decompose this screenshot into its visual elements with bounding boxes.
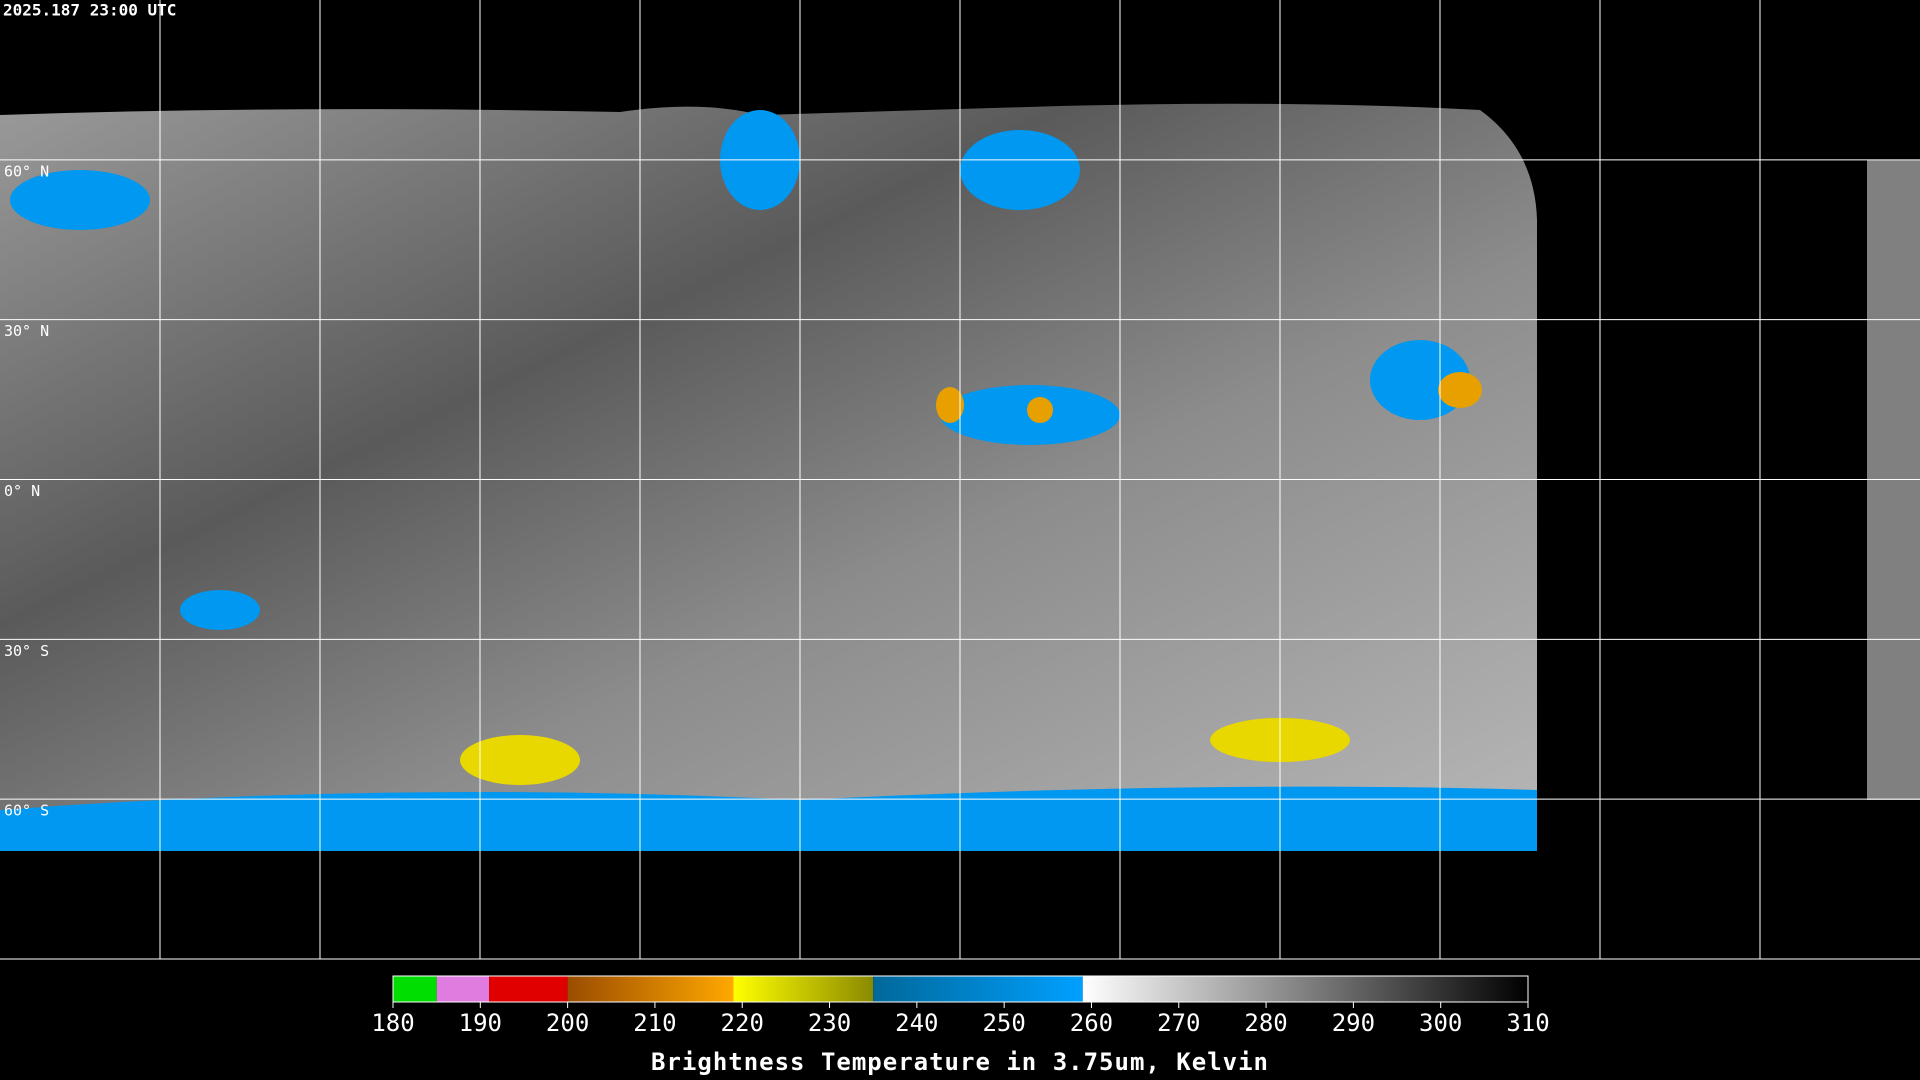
colorbar-tick-label: 220 bbox=[721, 1009, 764, 1037]
cloud-band bbox=[0, 786, 1537, 851]
cloud-core bbox=[460, 735, 580, 785]
lat-label: 30° S bbox=[4, 642, 49, 660]
colorbar: 180 190 200 210 220 230 240 250 260 270 280 290 300 3… bbox=[371, 975, 1550, 1037]
colorbar-tick-label: 300 bbox=[1419, 1009, 1462, 1037]
colorbar-tick-label: 280 bbox=[1244, 1009, 1287, 1037]
cloud-area bbox=[960, 130, 1080, 210]
colorbar-tick-label: 250 bbox=[982, 1009, 1025, 1037]
lat-label: 60° S bbox=[4, 802, 49, 820]
lat-label: 60° N bbox=[4, 162, 49, 180]
imagery-swath bbox=[0, 103, 1537, 851]
lat-label: 0° N bbox=[4, 482, 40, 500]
cloud-area bbox=[180, 590, 260, 630]
cloud-core bbox=[1438, 372, 1482, 408]
colorbar-title: Brightness Temperature in 3.75um, Kelvin bbox=[651, 1048, 1269, 1076]
colorbar-segment bbox=[436, 976, 490, 1002]
colorbar-tick-label: 260 bbox=[1070, 1009, 1113, 1037]
colorbar-tick-label: 210 bbox=[633, 1009, 676, 1037]
colorbar-tick-label: 290 bbox=[1332, 1009, 1375, 1037]
cloud-core bbox=[936, 387, 964, 423]
colorbar-tick-label: 200 bbox=[546, 1009, 589, 1037]
graticule: 60° N 30° N 0° N 30° S 60° S bbox=[0, 0, 1920, 960]
colorbar-tick-label: 270 bbox=[1157, 1009, 1200, 1037]
colorbar-segment bbox=[567, 976, 734, 1002]
cloud-area bbox=[10, 170, 150, 230]
cloud-core bbox=[1027, 397, 1053, 423]
colorbar-tick-label: 180 bbox=[371, 1009, 414, 1037]
colorbar-tick-label: 230 bbox=[808, 1009, 851, 1037]
colorbar-segment bbox=[393, 976, 437, 1002]
colorbar-frame bbox=[392, 975, 1529, 1003]
colorbar-tick-label: 240 bbox=[895, 1009, 938, 1037]
colorbar-segment bbox=[733, 976, 874, 1002]
colorbar-tick-label: 310 bbox=[1506, 1009, 1549, 1037]
colorbar-segment bbox=[873, 976, 1083, 1002]
lat-label: 30° N bbox=[4, 322, 49, 340]
colorbar-tick-label: 190 bbox=[459, 1009, 502, 1037]
colorbar-segment bbox=[489, 976, 568, 1002]
timestamp: 2025.187 23:00 UTC bbox=[3, 1, 176, 20]
colorbar-segment bbox=[1082, 976, 1528, 1002]
